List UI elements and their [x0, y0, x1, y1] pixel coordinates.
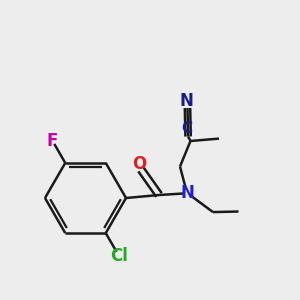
Text: F: F [47, 132, 58, 150]
Text: N: N [181, 184, 194, 202]
Text: Cl: Cl [110, 248, 128, 266]
Text: N: N [180, 92, 194, 110]
Text: O: O [132, 155, 147, 173]
Text: C: C [181, 121, 192, 136]
